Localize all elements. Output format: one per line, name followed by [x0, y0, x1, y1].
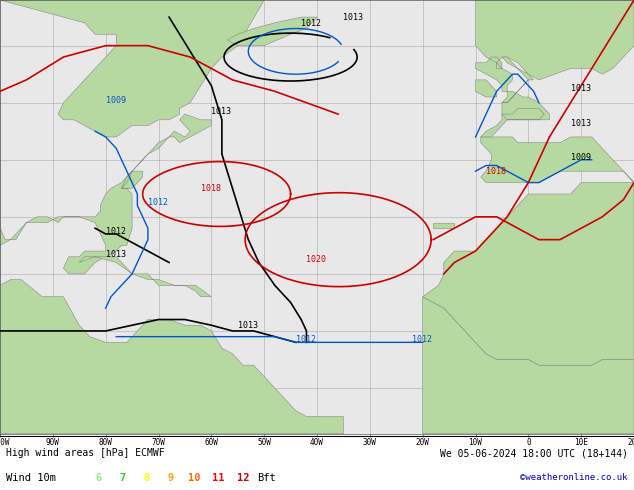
Polygon shape — [433, 222, 455, 228]
Text: 1013: 1013 — [238, 321, 258, 330]
Polygon shape — [227, 17, 317, 46]
Text: 1013: 1013 — [106, 250, 126, 259]
Text: 1012: 1012 — [106, 227, 126, 236]
Polygon shape — [0, 114, 211, 274]
Text: We 05-06-2024 18:00 UTC (18+144): We 05-06-2024 18:00 UTC (18+144) — [439, 448, 628, 458]
Text: 1009: 1009 — [106, 96, 126, 105]
Text: 6: 6 — [95, 472, 101, 483]
Text: 11: 11 — [212, 472, 225, 483]
Text: 1012: 1012 — [148, 198, 168, 207]
Text: 9: 9 — [167, 472, 174, 483]
Polygon shape — [476, 80, 496, 97]
Text: 1013: 1013 — [344, 13, 363, 22]
Text: 1018: 1018 — [201, 184, 221, 193]
Text: 1012: 1012 — [412, 335, 432, 344]
Text: High wind areas [hPa] ECMWF: High wind areas [hPa] ECMWF — [6, 448, 165, 458]
Polygon shape — [79, 257, 211, 297]
Text: Wind 10m: Wind 10m — [6, 472, 56, 483]
Text: 1012: 1012 — [301, 19, 321, 27]
Text: 1013: 1013 — [211, 107, 231, 116]
Text: 8: 8 — [143, 472, 150, 483]
Polygon shape — [423, 183, 634, 365]
Text: 1009: 1009 — [571, 153, 591, 162]
Text: Bft: Bft — [257, 472, 276, 483]
Polygon shape — [476, 0, 634, 137]
Polygon shape — [423, 297, 634, 434]
Text: 12: 12 — [236, 472, 249, 483]
Polygon shape — [0, 0, 264, 137]
Polygon shape — [502, 57, 534, 103]
Polygon shape — [481, 137, 634, 183]
Text: 1018: 1018 — [486, 167, 506, 176]
Text: 7: 7 — [119, 472, 126, 483]
Text: 10: 10 — [188, 472, 201, 483]
Text: 1013: 1013 — [571, 84, 591, 93]
Text: 1012: 1012 — [296, 335, 316, 344]
Text: 1020: 1020 — [306, 255, 327, 265]
Text: ©weatheronline.co.uk: ©weatheronline.co.uk — [520, 473, 628, 482]
Polygon shape — [0, 280, 344, 434]
Text: 1013: 1013 — [571, 119, 591, 127]
